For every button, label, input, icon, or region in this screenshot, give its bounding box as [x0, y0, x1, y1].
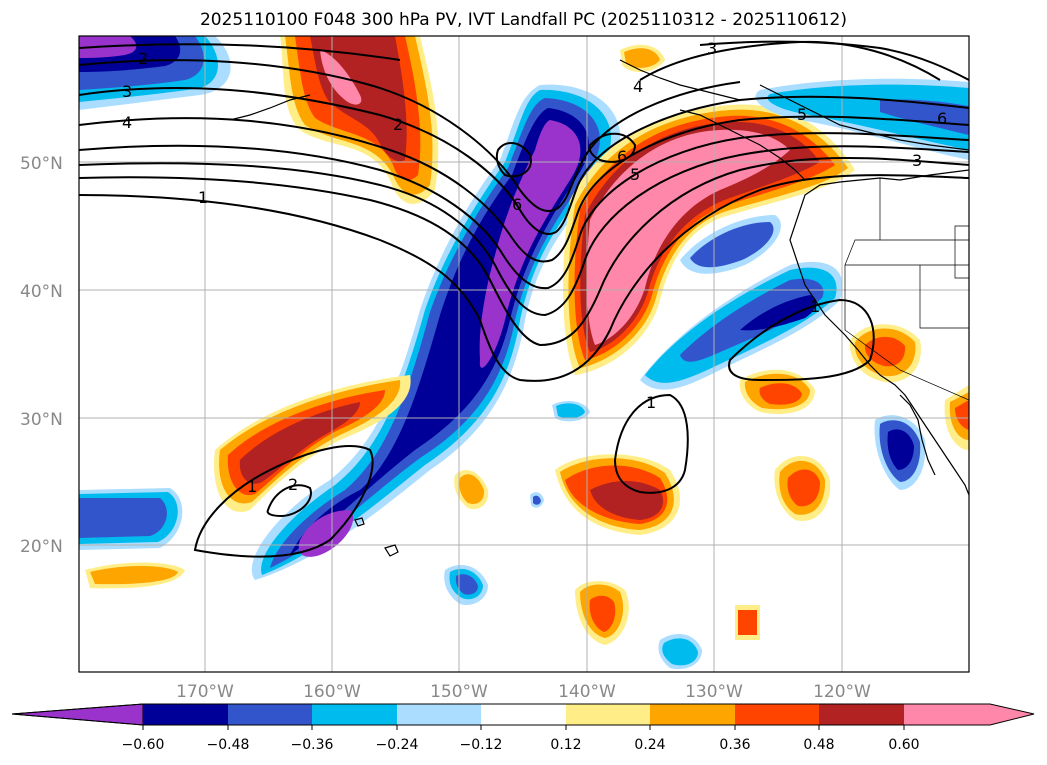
negative-pv-west [79, 488, 183, 550]
colorbar-tick-label: −0.12 [460, 737, 503, 753]
scattered-pv-blobs [85, 44, 969, 670]
map-title: 2025110100 F048 300 hPa PV, IVT Landfall… [199, 10, 847, 30]
colorbar-tick-label: 0.12 [550, 737, 581, 753]
graticule [79, 36, 969, 672]
positive-pv-band [563, 104, 855, 376]
contour-label: 6 [617, 147, 627, 166]
contour-label: 3 [122, 82, 132, 101]
colorbar-tick-label: 0.36 [719, 737, 750, 753]
lon-label: 170°W [176, 682, 234, 702]
lat-label: 20°N [20, 537, 63, 557]
lat-label: 30°N [20, 410, 63, 430]
colorbar-ticks [142, 725, 905, 730]
colorbar-tick-label: 0.24 [634, 737, 665, 753]
contour-label: 5 [797, 105, 807, 124]
colorbar-segment [143, 704, 228, 725]
contour-label: 3 [707, 39, 717, 58]
colorbar-tick-label: −0.48 [207, 737, 250, 753]
contour-label: 1 [810, 297, 820, 316]
colorbar-tick-label: 0.60 [888, 737, 919, 753]
contour-label: 3 [912, 151, 922, 170]
contour-label: 2 [288, 475, 298, 494]
colorbar: −0.60 −0.48 −0.36 −0.24 −0.12 0.12 0.24 … [11, 703, 1035, 753]
lon-label: 120°W [813, 682, 871, 702]
contour-label: 6 [937, 109, 947, 128]
colorbar-segment [650, 704, 735, 725]
contour-lines [79, 40, 969, 558]
lat-label: 50°N [20, 154, 63, 174]
colorbar-extend-low [11, 703, 144, 726]
longitude-labels: 170°W 160°W 150°W 140°W 130°W 120°W [176, 682, 871, 702]
contour-label: 1 [247, 477, 257, 496]
contour-label-group: 2 3 4 1 6 6 5 3 4 5 6 3 1 1 2 1 2 [122, 39, 947, 496]
lon-label: 130°W [685, 682, 743, 702]
contour-label: 4 [633, 77, 643, 96]
negative-pv-east [640, 215, 843, 390]
colorbar-tick-label: −0.60 [122, 737, 165, 753]
colorbar-tick-label: 0.48 [803, 737, 834, 753]
colorbar-segment [397, 704, 481, 725]
lon-label: 140°W [558, 682, 616, 702]
contour-label: 5 [630, 165, 640, 184]
map-area: 2 3 4 1 6 6 5 3 4 5 6 3 1 1 2 1 2 [79, 36, 969, 672]
colorbar-tick-label: −0.36 [291, 737, 334, 753]
lon-label: 160°W [303, 682, 361, 702]
contour-label: 2 [138, 49, 148, 68]
contour-label: 1 [198, 188, 208, 207]
map-frame [78, 35, 970, 673]
colorbar-segment [819, 704, 904, 725]
contour-label: 1 [646, 393, 656, 412]
contour-label: 6 [512, 195, 522, 214]
colorbar-tick-label: −0.24 [376, 737, 419, 753]
latitude-labels: 50°N 40°N 30°N 20°N [20, 154, 63, 557]
colorbar-segment [481, 704, 566, 725]
lon-label: 150°W [430, 682, 488, 702]
lat-label: 40°N [20, 282, 63, 302]
colorbar-segment [228, 704, 312, 725]
contour-label: 4 [122, 113, 132, 132]
contour-label: 2 [393, 115, 403, 134]
colorbar-extend-high [904, 704, 1034, 725]
negative-pv-band [251, 84, 621, 581]
colorbar-segment [566, 704, 650, 725]
colorbar-segment [735, 704, 819, 725]
colorbar-segment [312, 704, 397, 725]
